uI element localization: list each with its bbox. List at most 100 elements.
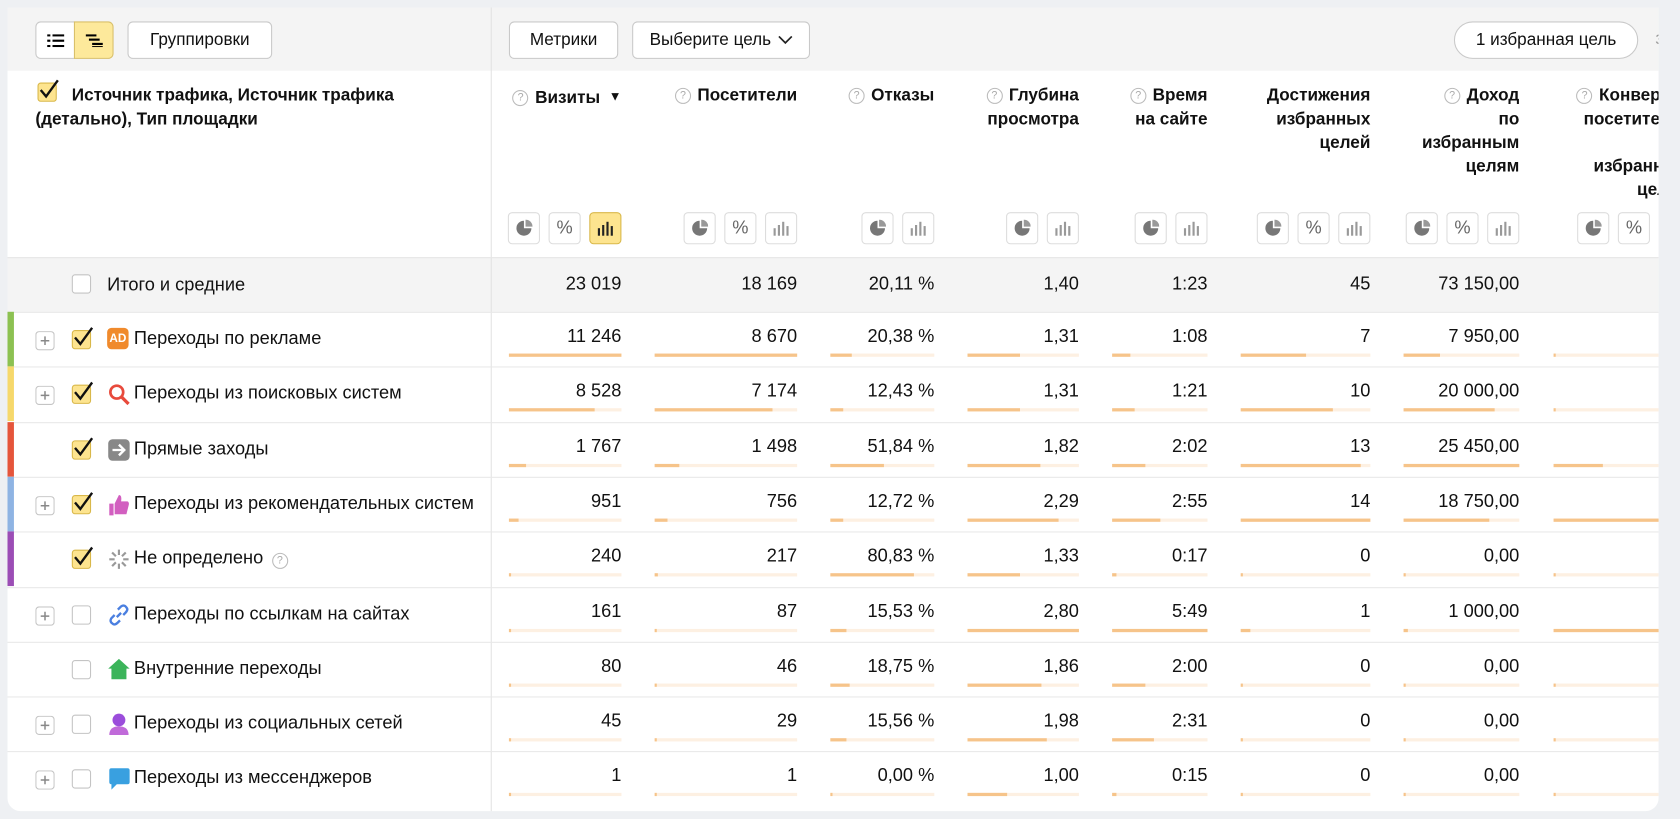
- value-bar: [830, 353, 852, 357]
- cell-value: 0,00: [1483, 710, 1520, 731]
- value-bar: [830, 738, 847, 742]
- percent-button[interactable]: %: [548, 212, 581, 245]
- expand-button[interactable]: [35, 331, 55, 351]
- column-title: Доход по избранным целям: [1422, 86, 1520, 176]
- bars-shape: [1346, 228, 1349, 236]
- row-color-strip: [7, 476, 14, 532]
- bars-button[interactable]: [589, 212, 622, 245]
- percent-button[interactable]: %: [1617, 212, 1651, 245]
- value-bar: [967, 683, 1042, 687]
- bars-shape: [910, 228, 913, 236]
- cell-value: 1:08: [1172, 325, 1208, 347]
- bars-shape: [1359, 226, 1362, 236]
- row-checkbox[interactable]: [71, 604, 92, 625]
- pie-slice: [1023, 219, 1031, 227]
- pie-button[interactable]: [1006, 212, 1039, 245]
- value-bar: [654, 683, 657, 687]
- cell-value: 1,86: [1043, 655, 1079, 676]
- pie-shape: [692, 220, 708, 236]
- value-bar: [508, 738, 512, 742]
- expand-button[interactable]: [35, 715, 55, 736]
- tree-view-button[interactable]: [73, 21, 114, 59]
- row-color-strip: [7, 311, 14, 367]
- expand-button[interactable]: [35, 770, 55, 791]
- percent-button[interactable]: %: [1446, 212, 1479, 245]
- pie-button[interactable]: [1256, 212, 1289, 245]
- pie-button[interactable]: [1134, 212, 1167, 245]
- bar-track: [967, 793, 1079, 797]
- cell-value: 951: [591, 490, 622, 511]
- row-border: [7, 476, 1659, 478]
- row-color-strip: [7, 531, 14, 587]
- list-view-button[interactable]: [35, 21, 76, 59]
- row-checkbox[interactable]: [71, 274, 92, 294]
- bars-button[interactable]: [765, 212, 798, 245]
- expand-plus: [40, 776, 50, 785]
- bar-track: [654, 683, 798, 687]
- pie-button[interactable]: [1577, 212, 1610, 245]
- value-bar: [1240, 518, 1371, 522]
- expand-plus: [40, 391, 50, 400]
- groupings-button[interactable]: Группировки: [127, 21, 273, 59]
- row-border: [7, 366, 1659, 368]
- value-bar: [1112, 463, 1146, 467]
- row-checkbox[interactable]: [71, 714, 92, 735]
- pie-button[interactable]: [507, 212, 541, 245]
- row-checkbox[interactable]: [71, 659, 92, 680]
- row-checkbox[interactable]: [71, 769, 92, 789]
- pie-button[interactable]: [861, 212, 894, 245]
- goal-select[interactable]: Выберите цель: [632, 21, 811, 59]
- pie-slice: [1274, 219, 1282, 227]
- bar-track: [1240, 628, 1371, 632]
- cell-value: 2:00: [1172, 655, 1208, 676]
- row-border: [7, 531, 1659, 533]
- bar-track: [1553, 738, 1659, 742]
- search-icon: [109, 384, 130, 406]
- pie-button[interactable]: [683, 212, 716, 245]
- bars-shape: [1063, 221, 1067, 236]
- value-bar: [1112, 738, 1154, 742]
- value-bar: [508, 683, 512, 687]
- pie-icon: [1143, 219, 1160, 236]
- value-bar: [1553, 628, 1659, 632]
- expand-button[interactable]: [35, 386, 55, 406]
- expand-button[interactable]: [35, 495, 55, 516]
- row-border: [7, 751, 1659, 753]
- bars-button[interactable]: [1175, 212, 1208, 245]
- check-path: [74, 492, 94, 511]
- bars-button[interactable]: [1338, 212, 1371, 245]
- cell-value: 15,56 %: [867, 710, 935, 731]
- bar-track: [967, 408, 1079, 412]
- bars-shape: [1508, 226, 1511, 236]
- percent-button[interactable]: %: [1297, 212, 1330, 245]
- cell-value: 1 498: [751, 435, 798, 456]
- cell-value: 80,83 %: [867, 545, 935, 566]
- value-bar: [1553, 408, 1556, 412]
- pie-slice: [1594, 219, 1602, 227]
- row-label: Переходы по рекламе: [133, 327, 322, 349]
- cell-value: 1,31: [1043, 380, 1079, 402]
- percent-button[interactable]: %: [724, 212, 757, 245]
- help-icon: ?: [848, 87, 865, 104]
- value-bar: [1403, 683, 1406, 687]
- bars-button[interactable]: [1046, 212, 1079, 245]
- checkmark: [74, 382, 94, 401]
- bar-track: [1112, 353, 1208, 357]
- cell-value: 8 528: [575, 380, 622, 402]
- cell-value: 2:31: [1172, 710, 1208, 731]
- row-label: Переходы из поисковых систем: [133, 382, 402, 404]
- metrics-button[interactable]: Метрики: [508, 21, 619, 59]
- favorite-goals-button[interactable]: 1 избранная цель: [1453, 21, 1639, 59]
- pie-button[interactable]: [1405, 212, 1438, 245]
- bar-track: [654, 793, 798, 797]
- expand-button[interactable]: [35, 605, 55, 626]
- bar-track: [1403, 628, 1520, 632]
- bars-button[interactable]: [1487, 212, 1520, 245]
- bar-track: [1553, 793, 1659, 797]
- report-inner: Группировки Метрики Выберите цель 1 избр…: [7, 7, 1659, 812]
- bars-button[interactable]: [902, 212, 935, 245]
- cell-value: 217: [766, 545, 798, 566]
- bar-track: [654, 628, 798, 632]
- column-title: Посетители: [697, 86, 798, 106]
- bar-track: [830, 518, 935, 522]
